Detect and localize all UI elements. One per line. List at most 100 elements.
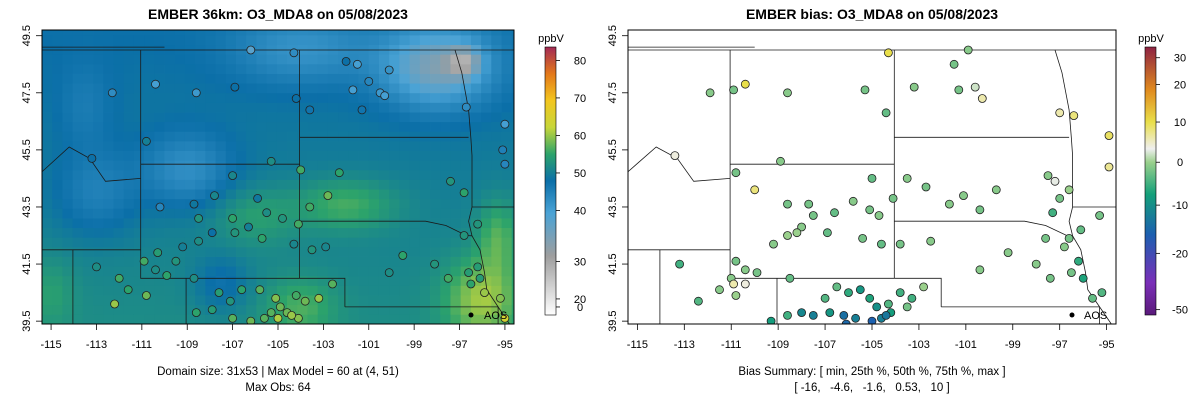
grid-cell <box>338 73 349 84</box>
grid-cell <box>246 140 257 151</box>
grid-cell <box>450 227 462 238</box>
grid-cell <box>205 83 216 94</box>
grid-cell <box>82 295 94 306</box>
grid-cell <box>195 92 206 103</box>
grid-cell <box>93 256 104 267</box>
grid-cell <box>113 131 125 142</box>
observation-stations <box>87 45 510 324</box>
grid-cell <box>460 237 472 248</box>
grid-cell <box>327 304 339 315</box>
grid-cell <box>205 237 216 248</box>
station-marker <box>380 91 390 101</box>
grid-cell <box>236 121 247 132</box>
grid-cell <box>307 169 319 180</box>
grid-cell <box>93 131 104 142</box>
station-marker <box>480 288 489 298</box>
grid-cell <box>348 218 359 229</box>
station-marker <box>266 308 276 318</box>
grid-cell <box>256 256 268 267</box>
grid-cell <box>389 198 400 209</box>
grid-cell <box>409 189 421 200</box>
grid-cell <box>511 73 514 84</box>
station-marker <box>244 222 253 232</box>
grid-cell <box>174 237 186 248</box>
grid-cell <box>368 150 380 161</box>
grid-cell <box>52 256 63 267</box>
x-tick-label: -113 <box>674 339 695 351</box>
grid-cell <box>154 73 165 84</box>
grid-cell <box>184 54 196 65</box>
grid-cell <box>215 266 227 277</box>
y-tick-label: 49.5 <box>607 25 619 46</box>
grid-cell <box>276 285 288 296</box>
grid-cell <box>164 304 176 315</box>
grid-cell <box>133 198 145 209</box>
station-marker <box>291 291 301 300</box>
station-marker <box>300 296 310 306</box>
grid-cell <box>42 112 53 123</box>
grid-cell <box>144 83 155 94</box>
grid-cell <box>307 275 319 286</box>
grid-cell <box>307 304 319 315</box>
grid-cell <box>82 189 94 200</box>
grid-cell <box>481 160 492 171</box>
grid-cell <box>266 121 278 132</box>
grid-cell <box>93 314 104 324</box>
grid-cell <box>307 83 319 94</box>
grid-cell <box>481 314 492 324</box>
grid-cell <box>440 237 451 248</box>
grid-cell <box>164 131 176 142</box>
grid-cell <box>215 92 227 103</box>
grid-cell <box>430 198 441 209</box>
grid-cell <box>276 208 288 219</box>
grid-cell <box>113 208 125 219</box>
grid-cell <box>113 73 125 84</box>
grid-cell <box>348 246 359 257</box>
grid-cell <box>113 54 125 65</box>
grid-cell <box>389 30 400 36</box>
grid-cell <box>491 131 502 142</box>
colorbar-ramp <box>544 46 557 316</box>
grid-cell <box>409 169 421 180</box>
grid-cell <box>368 131 380 142</box>
grid-cell <box>184 314 196 324</box>
grid-cell <box>103 218 114 229</box>
grid-cell <box>62 285 74 296</box>
grid-cell <box>246 208 257 219</box>
grid-cell <box>133 112 145 123</box>
grid-cell <box>470 102 482 113</box>
grid-cell <box>42 266 53 277</box>
grid-cell <box>174 92 186 103</box>
grid-cell <box>215 83 227 94</box>
grid-cell <box>93 54 104 65</box>
colorbar-tick-label: 20 <box>1174 80 1186 92</box>
grid-cell <box>236 160 247 171</box>
grid-cell <box>113 112 125 123</box>
grid-cell <box>358 121 370 132</box>
grid-cell <box>317 112 329 123</box>
grid-cell <box>440 140 451 151</box>
y-tick-label: 43.5 <box>607 196 619 217</box>
grid-cell <box>123 275 135 286</box>
grid-cell <box>307 63 319 74</box>
grid-cell <box>378 160 390 171</box>
grid-cell <box>338 304 349 315</box>
grid-cell <box>154 169 165 180</box>
station-marker <box>262 208 272 218</box>
y-tick-label: 47.5 <box>607 82 619 103</box>
grid-cell <box>266 92 278 103</box>
grid-cell <box>511 198 514 209</box>
grid-cell <box>195 295 206 306</box>
grid-cell <box>399 112 411 123</box>
bias-summary-values: [ -16, -4.6, -1.6, 0.53, 10 ] <box>794 382 949 394</box>
grid-cell <box>52 30 63 36</box>
station-marker <box>895 239 905 249</box>
grid-cell <box>470 198 482 209</box>
grid-cell <box>174 83 186 94</box>
grid-cell <box>266 218 278 229</box>
grid-cell <box>266 102 278 113</box>
grid-cell <box>164 227 176 238</box>
grid-cell <box>256 275 268 286</box>
grid-cell <box>266 256 278 267</box>
station-marker <box>151 265 160 275</box>
